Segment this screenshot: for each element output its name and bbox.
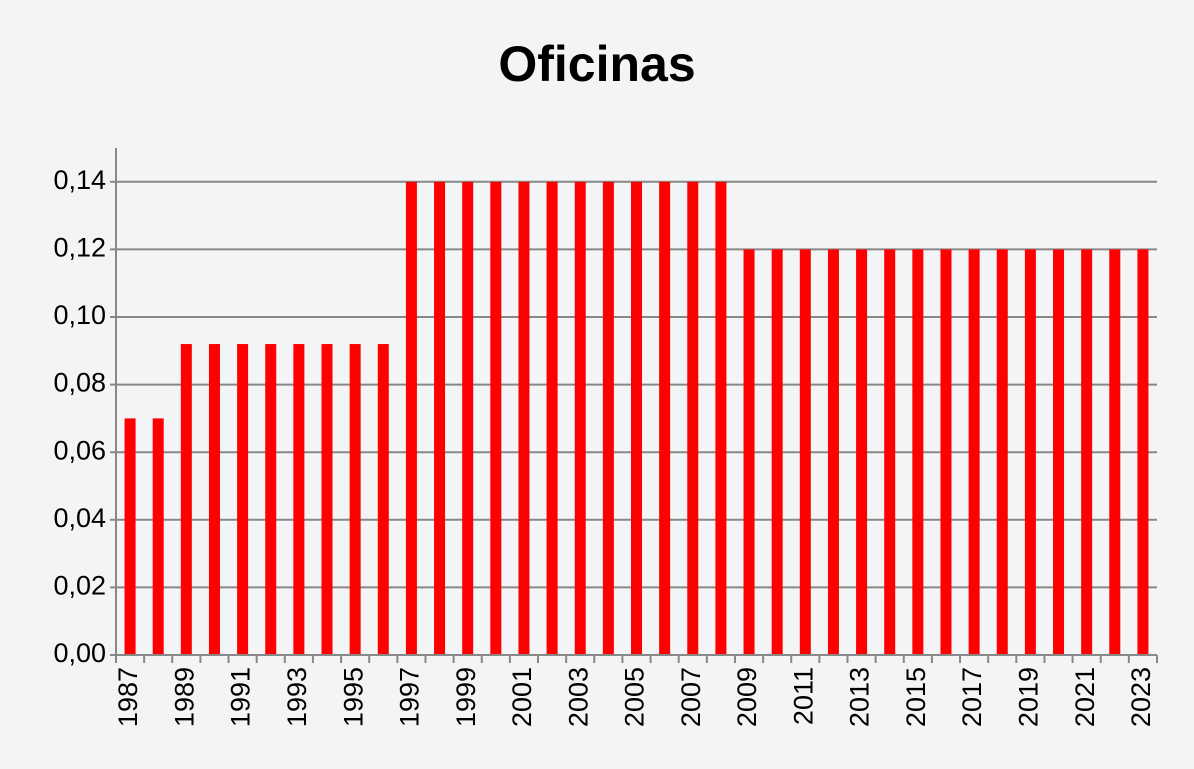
x-tick-label: 2017: [957, 667, 987, 727]
bar: [321, 344, 333, 655]
bar: [1081, 249, 1093, 655]
x-tick-label: 1997: [395, 667, 425, 727]
x-tick-label: 2011: [788, 667, 818, 725]
y-tick-label: 0,14: [53, 165, 106, 195]
bar: [743, 249, 755, 655]
x-tick-label: 2003: [563, 667, 593, 727]
bar: [237, 344, 249, 655]
bar: [293, 344, 305, 655]
y-tick-label: 0,02: [53, 571, 106, 601]
y-tick-label: 0,00: [53, 638, 106, 668]
x-tick-label: 2013: [845, 667, 875, 727]
x-tick-label: 2001: [507, 667, 537, 727]
y-tick-label: 0,12: [53, 233, 106, 263]
bar: [124, 418, 136, 655]
bar: [574, 181, 586, 656]
x-tick-label: 1993: [282, 667, 312, 727]
x-tick-label: 1987: [113, 667, 143, 727]
bar: [1109, 249, 1121, 655]
bar: [405, 181, 417, 656]
x-tick-label: 2015: [901, 667, 931, 727]
y-tick-label: 0,04: [53, 503, 106, 533]
x-tick-label: 2009: [732, 667, 762, 727]
y-tick-label: 0,06: [53, 435, 106, 465]
x-tick-label: 1989: [169, 667, 199, 727]
bar: [631, 181, 642, 656]
x-tick-label: 2019: [1014, 667, 1044, 727]
y-tick-label: 0,10: [53, 300, 106, 330]
bar: [884, 249, 896, 655]
bar: [208, 344, 220, 655]
x-tick-label: 1999: [451, 667, 481, 727]
bar: [940, 249, 952, 655]
x-tick-label: 2023: [1126, 667, 1156, 727]
bar: [912, 249, 924, 655]
x-tick-label: 2021: [1070, 667, 1100, 727]
bar: [968, 249, 980, 655]
bar: [715, 181, 727, 656]
bar: [462, 181, 474, 656]
x-tick-label: 1995: [338, 667, 368, 727]
x-tick-label: 2007: [676, 667, 706, 727]
bar: [434, 181, 446, 656]
bar: [265, 344, 277, 655]
bar: [856, 249, 868, 655]
bar: [180, 344, 192, 655]
bar: [546, 181, 558, 656]
bar: [490, 181, 502, 656]
bar: [687, 181, 699, 656]
bar: [152, 418, 164, 655]
bar: [1137, 249, 1149, 655]
bar: [602, 181, 614, 656]
bar: [349, 344, 361, 655]
bar: [996, 249, 1008, 655]
bar: [1024, 249, 1036, 655]
bar: [827, 249, 839, 655]
bar: [771, 249, 783, 655]
bar: [659, 181, 671, 656]
x-tick-label: 1991: [226, 667, 256, 727]
bar: [1053, 249, 1065, 655]
bar: [518, 181, 530, 656]
chart-title: Oficinas: [498, 36, 695, 92]
x-tick-label: 2005: [620, 667, 650, 727]
y-tick-label: 0,08: [53, 368, 106, 398]
bar: [377, 344, 389, 655]
bar: [799, 249, 811, 655]
